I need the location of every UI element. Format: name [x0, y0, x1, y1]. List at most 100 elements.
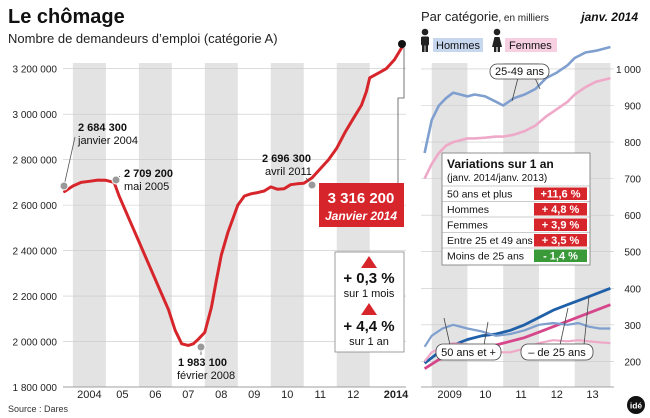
highlight-jan2014: 3 316 200 Janvier 2014 [319, 40, 406, 227]
right-date: janv. 2014 [579, 10, 638, 24]
series-line [423, 321, 611, 348]
annotation-apr2011: 2 696 300 avril 2011 [262, 153, 317, 190]
series-line [423, 76, 611, 180]
x-tick-label: 2009 [437, 389, 461, 401]
right-title-unit: , en milliers [498, 13, 549, 24]
variations-subtitle: (janv. 2014/janv. 2013) [447, 173, 547, 184]
marker-feb2008 [196, 342, 206, 352]
male-icon [421, 28, 429, 52]
ide-logo: idé [627, 396, 645, 414]
change-box-frame [334, 251, 405, 353]
table-row-value: - 1,4 % [543, 251, 578, 263]
annotation-jan2004: 2 684 300 janvier 2004 [59, 122, 138, 191]
y-tick-label: 2 200 000 [13, 292, 58, 303]
table-row-value: + 3,5 % [542, 235, 580, 247]
label-50plus: 50 ans et + [435, 317, 502, 361]
x-tick-label: 07 [182, 389, 194, 401]
annotation-date: mai 2005 [124, 181, 169, 193]
table-row-label: 50 ans et plus [447, 189, 512, 201]
label-25-49: 25-49 ans [489, 63, 550, 102]
table-value-cell [534, 234, 587, 247]
annotation-date: avril 2011 [265, 166, 312, 178]
x-tick-label: 2004 [77, 389, 101, 401]
y-tick-label: 400 [624, 284, 641, 295]
legend-femmes-swatch [505, 38, 557, 52]
y-tick-label: 2 800 000 [13, 156, 58, 167]
y-tick-label: 300 [624, 321, 641, 332]
table-row-value: +11,6 % [540, 189, 580, 201]
year-band [204, 63, 238, 387]
right-y-axis: 1 000 900 800 700 600 500 400 300 200 [421, 65, 641, 388]
chart-title: Le chômage [8, 6, 125, 28]
series-label: 25-49 ans [495, 66, 544, 78]
year-band [72, 63, 106, 387]
table-value-cell [534, 218, 587, 231]
change-box: + 0,3 % sur 1 mois + 4,4 % sur 1 an [334, 251, 405, 353]
marker-jan2014 [398, 40, 406, 48]
source-text: Source : Dares [8, 404, 69, 414]
y-tick-label: 3 000 000 [13, 110, 58, 121]
annotation-value: 1 983 100 [178, 357, 227, 369]
table-row-value: + 4,8 % [542, 204, 580, 216]
legend: Hommes Femmes [421, 28, 557, 52]
y-tick-label: 700 [624, 175, 641, 186]
table-row-label: Femmes [447, 220, 488, 232]
marker-apr2011 [307, 180, 317, 190]
year-band [138, 63, 172, 387]
variations-table: Variations sur 1 an (janv. 2014/janv. 20… [441, 152, 591, 266]
highlight-date: Janvier 2014 [325, 209, 397, 223]
right-title-main: Par catégorie [421, 9, 498, 24]
y-tick-label: 1 800 000 [13, 383, 58, 394]
table-row-label: Hommes [447, 204, 489, 216]
label-under25: – de 25 ans [520, 295, 594, 361]
x-tick-label: 2014 [384, 389, 409, 401]
x-tick-label: 05 [116, 389, 128, 401]
table-value-cell [534, 203, 587, 216]
x-tick-label: 11 [315, 389, 326, 401]
annotation-value: 2 709 200 [124, 168, 173, 180]
y-tick-label: 2 400 000 [13, 247, 58, 258]
left-y-axis: 3 200 000 3 000 000 2 800 000 2 600 000 2 40… [13, 65, 406, 394]
annotation-date: janvier 2004 [77, 135, 138, 147]
x-tick-label: 10 [479, 389, 491, 401]
table-value-cell [534, 249, 587, 262]
table-row-label: Moins de 25 ans [447, 251, 524, 263]
y-tick-label: 800 [624, 138, 641, 149]
highlight-value: 3 316 200 [328, 190, 395, 207]
left-x-axis: 2004 05 06 07 08 09 10 11 12 2014 [77, 389, 409, 401]
y-tick-label: 2 600 000 [13, 201, 58, 212]
x-tick-label: 11 [515, 389, 526, 401]
x-tick-label: 06 [149, 389, 161, 401]
change-month-value: + 0,3 % [343, 270, 394, 287]
legend-hommes-label: Hommes [436, 40, 481, 52]
y-tick-label: 900 [624, 101, 641, 112]
y-tick-label: 600 [624, 211, 641, 222]
legend-hommes-swatch [433, 38, 483, 52]
series-label: 50 ans et + [441, 347, 496, 359]
ide-logo-text: idé [630, 401, 643, 411]
x-tick-label: 13 [586, 389, 598, 401]
y-tick-label: 200 [624, 357, 641, 368]
change-month-period: sur 1 mois [344, 288, 395, 300]
x-tick-label: 08 [215, 389, 227, 401]
annotation-may2005: 2 709 200 mai 2005 [111, 168, 173, 193]
marker-jan2004 [59, 181, 69, 191]
series-line [423, 45, 611, 154]
table-row-value: + 3,9 % [542, 220, 580, 232]
right-title: Par catégorie, en milliers [421, 9, 549, 24]
series-label: – de 25 ans [528, 347, 586, 359]
chart-subtitle: Nombre de demandeurs d’emploi (catégorie… [8, 31, 278, 46]
legend-femmes-label: Femmes [509, 40, 552, 52]
left-gridlines [63, 68, 406, 388]
x-tick-label: 09 [248, 389, 260, 401]
annotation-value: 2 696 300 [262, 153, 311, 165]
up-arrow-icon [361, 303, 377, 315]
y-tick-label: 3 200 000 [13, 65, 58, 76]
y-tick-label: 1 000 [616, 65, 641, 76]
y-tick-label: 2 000 000 [13, 338, 58, 349]
annotation-feb2008: 1 983 100 février 2008 [177, 342, 235, 382]
y-tick-label: 500 [624, 248, 641, 259]
x-tick-label: 10 [281, 389, 293, 401]
right-x-axis: 2009 10 11 12 13 [437, 389, 598, 401]
